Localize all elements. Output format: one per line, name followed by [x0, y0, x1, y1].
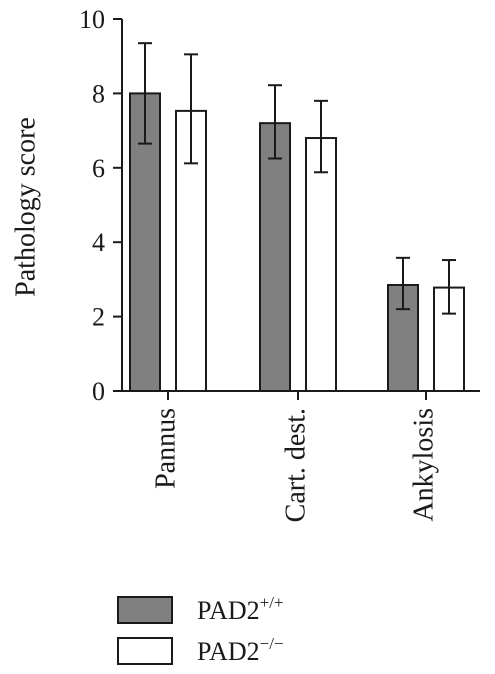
legend-item: PAD2−/− — [117, 634, 284, 666]
y-axis: 0 2 4 6 8 10 — [79, 5, 123, 406]
y-tick-label: 4 — [92, 228, 105, 257]
y-tick-label: 10 — [79, 5, 105, 34]
x-category-label: Cart. dest. — [280, 408, 311, 522]
y-tick-label: 0 — [92, 377, 105, 406]
y-axis-title: Pathology score — [10, 117, 41, 297]
bar — [259, 122, 291, 392]
bars — [129, 92, 465, 393]
error-bars — [138, 42, 456, 315]
y-tick-label: 6 — [92, 154, 105, 183]
legend: PAD2+/+ PAD2−/− — [117, 593, 284, 666]
x-category-label: Pannus — [150, 408, 181, 489]
legend-label: PAD2+/+ — [197, 593, 284, 625]
x-category-label: Ankylosis — [408, 408, 439, 522]
x-axis: Pannus Cart. dest. Ankylosis — [122, 390, 480, 522]
error-bar — [396, 256, 410, 311]
y-tick-label: 8 — [92, 79, 105, 108]
legend-label: PAD2−/− — [197, 634, 284, 666]
error-bar — [442, 259, 456, 315]
error-bar — [268, 84, 282, 160]
legend-item: PAD2+/+ — [117, 593, 284, 625]
bar — [305, 137, 337, 392]
error-bar — [314, 99, 328, 174]
y-tick-label: 2 — [92, 303, 105, 332]
legend-swatch — [117, 596, 173, 624]
error-bar — [184, 53, 198, 165]
error-bar — [138, 42, 152, 145]
legend-swatch — [117, 637, 173, 665]
